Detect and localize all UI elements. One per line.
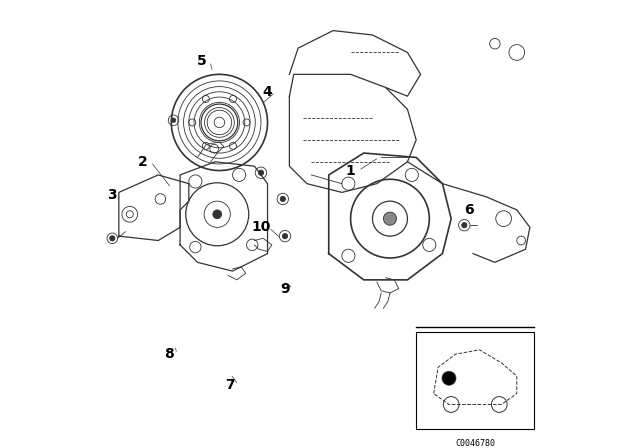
Text: 1: 1	[346, 164, 355, 177]
Circle shape	[259, 170, 264, 175]
Circle shape	[282, 233, 287, 239]
Text: 9: 9	[280, 282, 290, 296]
Circle shape	[383, 212, 397, 225]
Circle shape	[280, 196, 285, 202]
Bar	[416, 332, 534, 429]
Circle shape	[213, 210, 221, 219]
Text: 2: 2	[138, 155, 148, 169]
Text: C0046780: C0046780	[455, 439, 495, 448]
Text: 5: 5	[197, 54, 207, 68]
Text: 8: 8	[164, 347, 174, 361]
Text: 7: 7	[225, 378, 235, 392]
Circle shape	[442, 371, 456, 385]
Text: 6: 6	[464, 203, 474, 217]
Circle shape	[461, 223, 467, 228]
Text: 10: 10	[252, 220, 271, 234]
Circle shape	[172, 118, 176, 122]
Text: 4: 4	[262, 85, 273, 99]
Text: 3: 3	[108, 188, 117, 202]
Circle shape	[109, 236, 115, 241]
